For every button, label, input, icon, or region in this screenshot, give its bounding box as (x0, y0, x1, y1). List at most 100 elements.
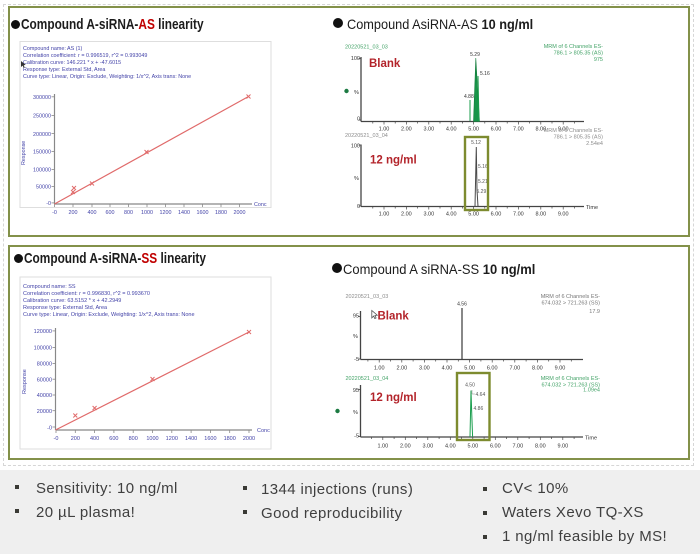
svg-text:20220521_03_04: 20220521_03_04 (346, 376, 389, 382)
svg-text:20220521_03_03: 20220521_03_03 (346, 294, 389, 300)
svg-text:-5: -5 (354, 434, 359, 440)
svg-text:1.00: 1.00 (379, 127, 390, 133)
svg-text:2.00: 2.00 (401, 127, 412, 133)
svg-text:100: 100 (351, 56, 360, 62)
svg-text:Calibration curve: 63.5152 * x: Calibration curve: 63.5152 * x + 42.2949 (23, 298, 121, 304)
svg-text:3.00: 3.00 (423, 212, 434, 218)
svg-text:1.00: 1.00 (379, 212, 390, 218)
svg-text:2.00: 2.00 (396, 366, 407, 372)
svg-text:Curve type: Linear, Origin: Ex: Curve type: Linear, Origin: Exclude, Wei… (23, 312, 195, 318)
svg-text:Response type: External Std, A: Response type: External Std, Area (23, 67, 105, 73)
svg-text:5.00: 5.00 (464, 366, 475, 372)
svg-text:Correlation coefficient: r = 0: Correlation coefficient: r = 0.996830, r… (23, 291, 150, 297)
svg-text:Curve type: Linear, Origin: Ex: Curve type: Linear, Origin: Exclude, Wei… (23, 74, 191, 80)
svg-text:5.21: 5.21 (478, 179, 488, 185)
svg-text:MRM of 6 Channels ES-: MRM of 6 Channels ES- (544, 44, 603, 50)
svg-text:Response: Response (21, 141, 27, 165)
svg-text:6.00: 6.00 (491, 127, 502, 133)
svg-text:%: % (354, 90, 359, 96)
svg-text:Conc: Conc (254, 202, 267, 208)
svg-text:8.00: 8.00 (535, 212, 546, 218)
svg-text:674.032 > 721.263 (SS): 674.032 > 721.263 (SS) (541, 383, 600, 389)
svg-text:60000: 60000 (37, 378, 52, 384)
svg-text:MRM of 6 Channels ES-: MRM of 6 Channels ES- (541, 294, 600, 300)
svg-text:Calibration curve: 146.221 * x: Calibration curve: 146.221 * x + -47.601… (23, 60, 121, 66)
svg-text:7.00: 7.00 (513, 127, 524, 133)
svg-text:%: % (353, 334, 358, 340)
svg-text:8.00: 8.00 (535, 127, 546, 133)
svg-text:Blank: Blank (369, 58, 401, 70)
svg-text:800: 800 (124, 210, 133, 216)
svg-text:2.00: 2.00 (401, 212, 412, 218)
svg-text:9.00: 9.00 (557, 444, 568, 450)
svg-text:Time: Time (585, 436, 597, 442)
svg-text:1.09e4: 1.09e4 (583, 388, 600, 394)
svg-text:Compound name: SS: Compound name: SS (23, 284, 76, 290)
svg-text:Conc: Conc (257, 428, 270, 434)
svg-text:5.12: 5.12 (471, 140, 481, 146)
svg-text:975: 975 (594, 57, 603, 63)
svg-text:400: 400 (90, 436, 99, 442)
svg-text:80000: 80000 (37, 362, 52, 368)
svg-text:4.64: 4.64 (476, 392, 486, 398)
svg-text:95: 95 (353, 388, 359, 394)
svg-text:300000: 300000 (33, 95, 51, 101)
svg-text:MRM of 6 Channels ES-: MRM of 6 Channels ES- (544, 128, 603, 134)
svg-text:0: 0 (357, 117, 360, 123)
svg-text:100000: 100000 (33, 168, 51, 174)
svg-text:200000: 200000 (33, 132, 51, 138)
svg-text:1200: 1200 (166, 436, 178, 442)
svg-text:600: 600 (109, 436, 118, 442)
svg-text:Response type: External Std, A: Response type: External Std, Area (23, 305, 108, 311)
svg-text:50000: 50000 (36, 185, 51, 191)
svg-text:9.00: 9.00 (555, 366, 566, 372)
svg-text:4.86: 4.86 (474, 406, 484, 412)
svg-text:20220521_03_04: 20220521_03_04 (345, 133, 388, 139)
svg-text:200: 200 (71, 436, 80, 442)
svg-text:-0: -0 (46, 201, 51, 207)
svg-text:1000: 1000 (141, 210, 153, 216)
svg-text:-0: -0 (54, 436, 59, 442)
svg-text:674.032 > 721.263 (SS): 674.032 > 721.263 (SS) (541, 301, 600, 307)
svg-text:150000: 150000 (33, 150, 51, 156)
svg-text:5.00: 5.00 (467, 444, 478, 450)
svg-text:3.00: 3.00 (423, 127, 434, 133)
svg-text:MRM of 6 Channels ES-: MRM of 6 Channels ES- (541, 376, 600, 382)
svg-text:4.50: 4.50 (465, 383, 475, 389)
svg-text:100000: 100000 (34, 346, 52, 352)
svg-text:%: % (354, 176, 359, 182)
svg-text:0: 0 (357, 204, 360, 210)
svg-text:120000: 120000 (34, 329, 52, 335)
svg-text:5.16: 5.16 (480, 71, 490, 77)
svg-text:250000: 250000 (33, 114, 51, 120)
svg-text:Correlation coefficient: r = 0: Correlation coefficient: r = 0.996519, r… (23, 53, 147, 59)
svg-text:7.00: 7.00 (512, 444, 523, 450)
svg-text:5.29: 5.29 (477, 189, 487, 195)
svg-text:1000: 1000 (146, 436, 158, 442)
svg-text:6.00: 6.00 (490, 444, 501, 450)
svg-text:8.00: 8.00 (535, 444, 546, 450)
svg-text:2000: 2000 (243, 436, 255, 442)
svg-text:Compound name: AS (1): Compound name: AS (1) (23, 46, 83, 52)
svg-text:600: 600 (106, 210, 115, 216)
svg-text:8.00: 8.00 (532, 366, 543, 372)
svg-text:5.16: 5.16 (478, 164, 488, 170)
svg-text:3.00: 3.00 (419, 366, 430, 372)
svg-text:2.00: 2.00 (400, 444, 411, 450)
svg-text:9.00: 9.00 (558, 127, 569, 133)
svg-text:Time: Time (586, 205, 598, 211)
svg-text:%: % (353, 410, 358, 416)
svg-text:1.00: 1.00 (374, 366, 385, 372)
svg-text:1600: 1600 (204, 436, 216, 442)
svg-text:9.00: 9.00 (558, 212, 569, 218)
svg-text:200: 200 (69, 210, 78, 216)
svg-text:5.00: 5.00 (468, 212, 479, 218)
svg-text:6.00: 6.00 (487, 366, 498, 372)
svg-text:95: 95 (353, 314, 359, 320)
svg-text:786.1 > 805.35 (AS): 786.1 > 805.35 (AS) (554, 51, 604, 57)
svg-text:20220521_03_03: 20220521_03_03 (345, 45, 388, 51)
svg-text:1200: 1200 (160, 210, 172, 216)
svg-text:2000: 2000 (234, 210, 246, 216)
svg-text:6.00: 6.00 (491, 212, 502, 218)
svg-text:5.29: 5.29 (470, 52, 480, 58)
